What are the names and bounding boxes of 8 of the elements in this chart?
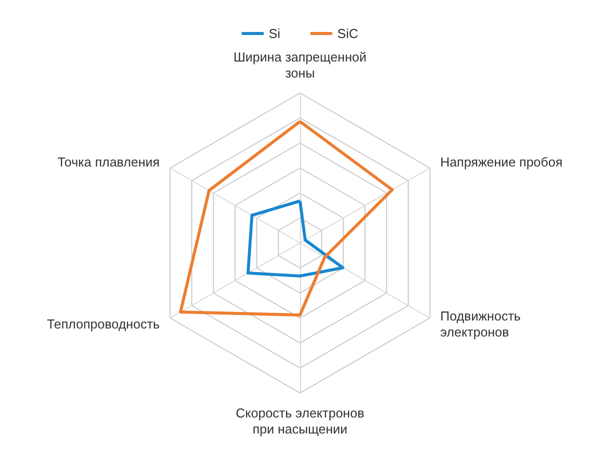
spoke-label: Ширина запрещенной зоны <box>233 50 367 80</box>
spoke-label: Подвижность электронов <box>440 308 521 340</box>
spoke-label: Точка плавления <box>57 154 160 170</box>
spoke-label: Скорость электронов при насыщении <box>236 406 364 436</box>
legend-label: Si <box>268 26 280 41</box>
spoke-label: Теплопроводность <box>46 316 160 332</box>
legend-label: SiC <box>337 26 358 41</box>
spoke-label: Напряжение пробоя <box>440 154 563 170</box>
